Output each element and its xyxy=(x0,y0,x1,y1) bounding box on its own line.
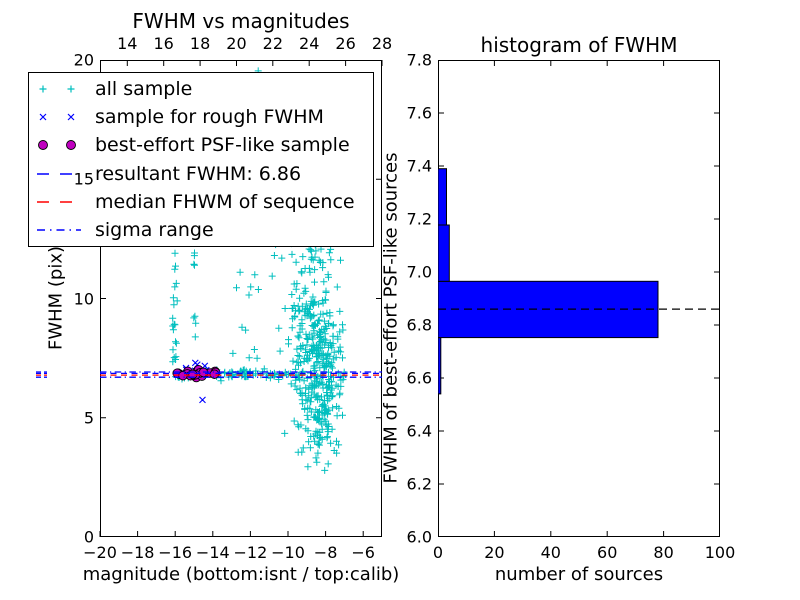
left-plot-top-xtick-label: 14 xyxy=(117,34,138,53)
left-plot-xlabel: magnitude (bottom:isnt / top:calib) xyxy=(82,564,400,585)
legend-entry: sigma range xyxy=(29,216,373,244)
left-plot-xtick-label: −16 xyxy=(158,543,193,562)
histogram-bar xyxy=(438,168,447,226)
right-plot-title: histogram of FWHM xyxy=(480,33,678,57)
left-plot-xtick-label: −14 xyxy=(195,543,230,562)
legend-marker-dashed-line xyxy=(31,191,89,213)
circle-icon xyxy=(66,140,76,151)
right-plot-xtick-label: 80 xyxy=(653,543,674,562)
left-plot-xtick-label: −8 xyxy=(313,543,338,562)
cross-icon xyxy=(67,113,75,121)
plus-icon xyxy=(67,85,75,93)
left-plot-top-xtick-label: 22 xyxy=(262,34,284,53)
legend: all sample sample for rough FWHM best-effo… xyxy=(28,72,374,247)
legend-entry: median FHWM of sequence xyxy=(29,188,373,216)
left-plot-top-xtick-label: 26 xyxy=(335,34,356,53)
legend-marker-circle xyxy=(31,134,89,156)
right-plot-xtick-label: 20 xyxy=(484,543,505,562)
left-plot-canvas xyxy=(36,60,383,537)
left-plot-xtick-label: −18 xyxy=(120,543,155,562)
legend-marker-cross xyxy=(31,106,89,128)
right-plot-canvas xyxy=(438,60,720,537)
right-plot-ytick-label: 6.4 xyxy=(406,421,432,441)
histogram-bars xyxy=(438,168,659,395)
left-plot-ticks xyxy=(99,60,383,537)
legend-marker-plus xyxy=(31,78,89,100)
left-plot-title: FWHM vs magnitudes xyxy=(132,9,350,33)
legend-entry: best-effort PSF-like sample xyxy=(29,131,373,159)
right-plot-xtick-label: 60 xyxy=(597,543,618,562)
legend-label: best-effort PSF-like sample xyxy=(95,134,350,157)
legend-label: sample for rough FWHM xyxy=(95,106,324,129)
left-plot-xtick-label: −10 xyxy=(271,543,305,562)
left-plot-top-xtick-label: 18 xyxy=(189,34,211,53)
legend-entry: sample for rough FWHM xyxy=(29,103,373,131)
legend-label: sigma range xyxy=(95,218,214,241)
right-plot-ytick-label: 7.4 xyxy=(406,156,432,176)
left-plot-ytick-label: 0 xyxy=(83,527,94,547)
left-plot-top-xtick-label: 28 xyxy=(371,34,393,53)
left-plot-top-xtick-label: 16 xyxy=(153,34,174,53)
cross-icon xyxy=(39,113,47,121)
left-plot-ylabel: FWHM (pix) xyxy=(45,245,67,351)
right-plot-xtick-label: 100 xyxy=(704,543,736,562)
legend-marker-dashed-line xyxy=(31,163,89,185)
left-plot-ytick-label: 20 xyxy=(73,50,94,70)
left-plot-ytick-label: 10 xyxy=(73,289,94,308)
legend-entry: all sample xyxy=(29,75,373,103)
right-plot-ylabel: FWHM of best-effort PSF-like sources xyxy=(380,152,402,484)
histogram-bar xyxy=(438,337,442,395)
left-plot-ytick-label: 15 xyxy=(73,169,94,189)
left-plot-top-xtick-label: 24 xyxy=(299,34,320,53)
legend-label: resultant FWHM: 6.86 xyxy=(95,162,302,185)
left-plot-xtick-label: −12 xyxy=(233,543,268,562)
circle-icon xyxy=(38,140,48,151)
right-plot-ytick-label: 7.8 xyxy=(406,50,432,70)
left-plot-xtick-label: −6 xyxy=(351,543,375,562)
legend-label: median FHWM of sequence xyxy=(95,190,355,213)
right-plot-ytick-label: 6.6 xyxy=(406,368,432,388)
histogram-bar xyxy=(438,224,450,282)
legend-entry: resultant FWHM: 6.86 xyxy=(29,160,373,188)
right-plot-ytick-label: 7.2 xyxy=(406,209,432,229)
left-plot-xtick-label: −20 xyxy=(83,543,117,562)
right-plot-xtick-label: 0 xyxy=(432,543,444,562)
left-plot-top-xtick-label: 20 xyxy=(226,34,247,53)
plus-icon xyxy=(39,85,47,93)
right-plot-ytick-label: 6.0 xyxy=(406,527,432,547)
right-plot-ytick-label: 7.0 xyxy=(406,262,432,282)
legend-marker-dashdot-line xyxy=(31,219,89,241)
left-plot-ytick-label: 5 xyxy=(83,408,94,428)
right-plot-ytick-label: 7.6 xyxy=(406,103,432,123)
right-plot-xlabel: number of sources xyxy=(494,564,664,585)
legend-label: all sample xyxy=(95,78,193,101)
right-plot-ytick-label: 6.2 xyxy=(406,474,432,494)
right-plot-ytick-label: 6.8 xyxy=(406,315,432,335)
right-plot-xtick-label: 40 xyxy=(540,543,561,562)
